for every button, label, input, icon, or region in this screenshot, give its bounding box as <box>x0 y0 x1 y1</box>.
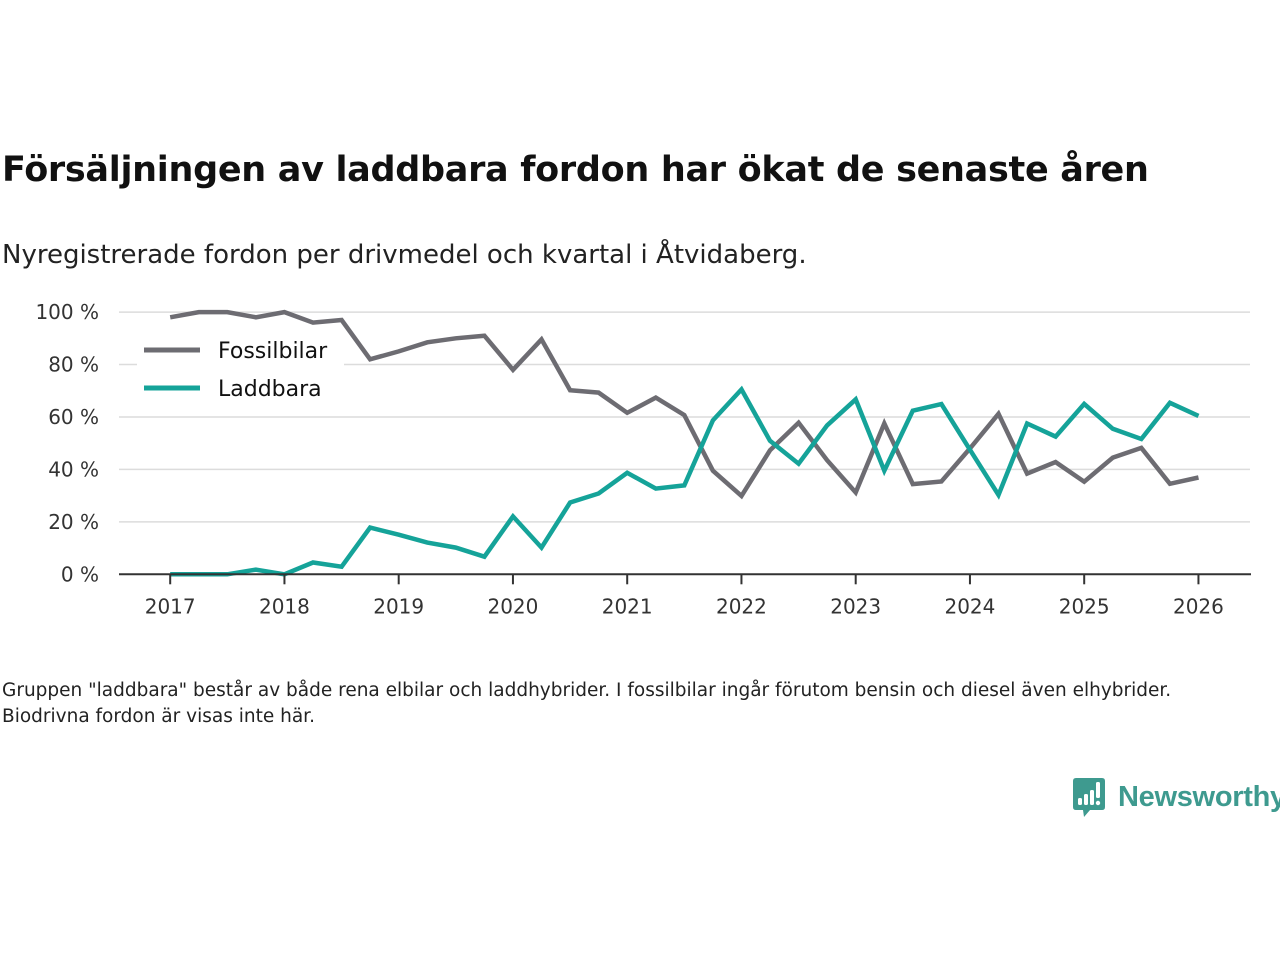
y-tick-label: 20 % <box>48 510 99 534</box>
legend-label-laddbara: Laddbara <box>218 377 322 402</box>
y-tick-label: 60 % <box>48 405 99 429</box>
x-tick-label: 2023 <box>830 594 881 618</box>
footnote: Gruppen "laddbara" består av både rena e… <box>2 680 1172 727</box>
x-tick-label: 2018 <box>259 594 310 618</box>
chart-subtitle: Nyregistrerade fordon per drivmedel och … <box>2 240 807 270</box>
x-tick-label: 2019 <box>373 594 424 618</box>
series-line-laddbara <box>170 385 1200 577</box>
chart-title: Försäljningen av laddbara fordon har öka… <box>2 150 1149 190</box>
x-axis: 2017 2018 2019 2020 2021 2022 2023 2024 2025 2026 <box>119 573 1251 618</box>
brand-name: Newsworthy <box>1118 780 1280 813</box>
y-tick-label: 0 % <box>61 562 99 586</box>
y-tick-label: 40 % <box>48 457 99 481</box>
newsworthy-logo-icon <box>1073 778 1105 817</box>
y-tick-label: 80 % <box>48 353 99 377</box>
legend-label-fossilbilar: Fossilbilar <box>218 339 328 364</box>
x-tick-label: 2025 <box>1059 594 1110 618</box>
x-tick-label: 2024 <box>944 594 995 618</box>
line-chart: 0 % 20 % 40 % 60 % 80 % 100 % Fossilbilar Lad… <box>35 300 1251 618</box>
legend: Fossilbilar Laddbara <box>137 330 344 410</box>
x-tick-label: 2022 <box>716 594 767 618</box>
x-tick-label: 2020 <box>487 594 538 618</box>
series-line-fossilbilar <box>169 309 1199 500</box>
y-tick-label: 100 % <box>35 300 99 324</box>
legend-background <box>137 330 344 410</box>
newsworthy-logo[interactable]: Newsworthy <box>1072 776 1280 818</box>
x-tick-label: 2026 <box>1173 594 1224 618</box>
y-axis: 0 % 20 % 40 % 60 % 80 % 100 % <box>35 300 99 586</box>
x-tick-label: 2017 <box>145 594 196 618</box>
x-tick-label: 2021 <box>602 594 653 618</box>
series-lines <box>169 309 1200 577</box>
